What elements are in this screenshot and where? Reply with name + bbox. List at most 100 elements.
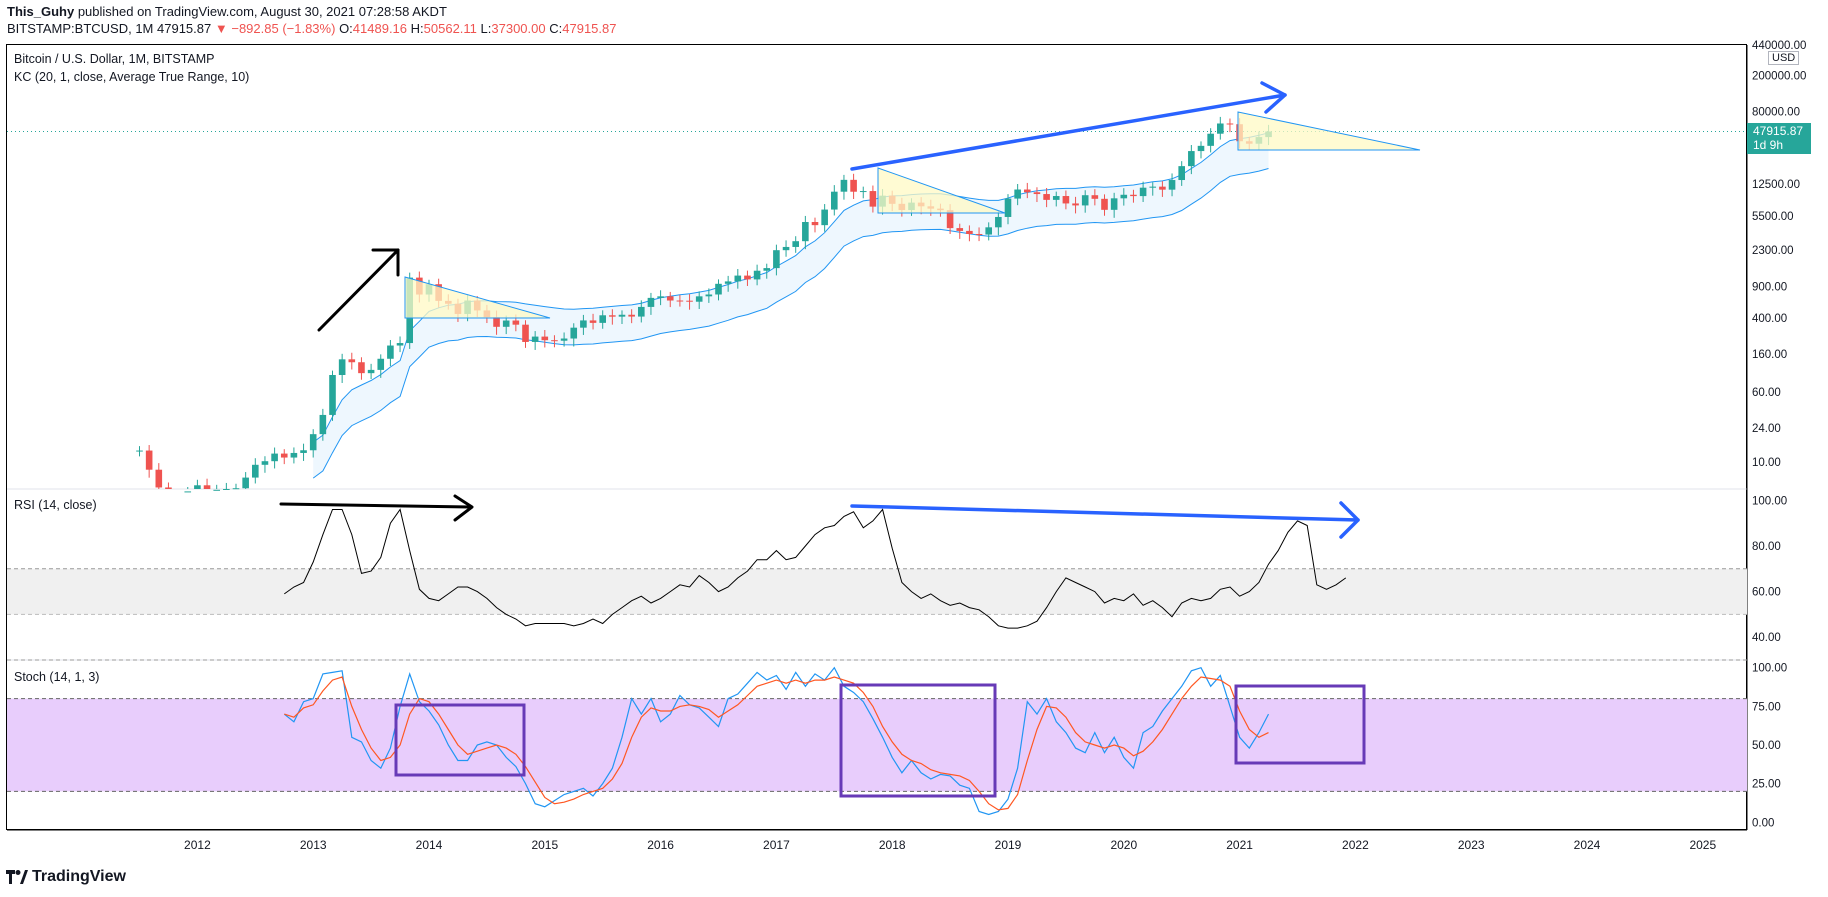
candle-body [715,283,722,295]
candle-body [329,375,336,415]
candle [213,484,220,491]
candle [724,275,732,292]
price-axis-tick-label: 2300.00 [1752,245,1794,257]
price-change: ▼ −892.85 (−1.83%) [214,21,336,36]
candle [995,210,1002,236]
candle-body [203,485,211,489]
candle-body [869,191,877,207]
close-value: 47915.87 [562,21,617,36]
candle [956,223,964,239]
black-arrow-rsi [279,494,474,522]
candle-body [859,191,867,193]
stoch-axis-tick-label: 100.00 [1752,663,1787,675]
rsi-band [7,568,1747,615]
time-axis-label: 2017 [763,838,790,852]
arrow-shaft [279,502,472,509]
candle-body [1091,195,1099,199]
candle-body [666,296,674,301]
currency-label[interactable]: USD [1768,51,1800,65]
keltner-fill [313,132,1269,479]
main-pane-title: Bitcoin / U.S. Dollar, 1M, BITSTAMP [14,52,215,66]
price-tag-value: 47915.87 [1753,124,1804,138]
candle-body [734,275,742,282]
candle [280,449,288,465]
candle-body [705,294,713,297]
last-price-tag: 47915.87 1d 9h [1747,123,1811,154]
triangle-pattern-2018 [877,167,1006,214]
stoch-axis-tick-label: 25.00 [1752,779,1781,791]
candle-body [1197,145,1205,152]
time-axis-label: 2020 [1110,838,1137,852]
candle-body [1062,196,1070,204]
candle-body [319,414,327,435]
candle [638,300,645,323]
tradingview-logo[interactable]: TradingView [6,868,126,886]
candle-body [676,300,684,302]
price-axis-tick-label: 200000.00 [1752,71,1806,83]
blue-arrow-rsi [850,501,1360,539]
time-axis-label: 2016 [647,838,674,852]
candle [242,472,249,489]
price-axis-tick-label: 80000.00 [1752,106,1800,118]
triangle-pattern-2021 [1237,111,1421,151]
arrow-head [371,248,400,277]
time-axis-label: 2018 [879,838,906,852]
candle-body [213,489,220,491]
high-label: H: [410,21,424,36]
time-axis-label: 2019 [995,838,1022,852]
candle [1197,141,1205,159]
candle-body [1217,123,1224,134]
candle [782,240,790,257]
candle [309,429,317,458]
rsi-axis-tick-label: 60.00 [1752,587,1781,599]
candle-body [1207,133,1214,146]
candle-body [628,314,635,317]
candle [676,294,684,307]
candle [1024,182,1031,199]
black-arrow-up [317,248,400,332]
candle-body [232,488,240,490]
highlight-box [1234,684,1366,765]
candle-body [1101,198,1108,210]
arrow-head [1339,501,1360,539]
candle [802,215,809,250]
candle-body [300,450,307,453]
candle [1081,190,1089,213]
candle [1062,190,1070,210]
candle-body [811,221,819,226]
symbol-label: BITSTAMP:BTCUSD, 1M [7,21,154,36]
candle [628,309,635,324]
low-value: 37300.00 [491,21,546,36]
candle [300,443,307,461]
candle-body [512,320,520,325]
time-axis-label: 2023 [1458,838,1485,852]
price-axis-tick-label: 12500.00 [1752,179,1800,191]
candle [985,222,992,241]
candle-body [280,453,288,458]
candle-body [753,270,761,280]
candle [522,320,529,348]
candle-body [377,358,385,370]
brand-name: TradingView [32,868,126,885]
open-label: O: [339,21,353,36]
candle-body [252,464,259,478]
candle [1207,128,1214,153]
author-name[interactable]: This_Guhy [7,4,75,19]
candle-body [165,487,172,489]
candle [1139,181,1147,202]
time-axis-label: 2022 [1342,838,1369,852]
candle [618,310,626,324]
stoch-d-line [284,676,1269,811]
candle [541,330,549,348]
candle [290,447,298,464]
candle [165,482,172,489]
candle-body [551,340,558,342]
candle-body [589,320,597,323]
candle [367,363,375,380]
time-axis-label: 2021 [1226,838,1253,852]
candle-body [493,317,500,327]
arrow-head [1260,81,1287,114]
candle-body [1024,189,1031,193]
candle [744,270,751,286]
